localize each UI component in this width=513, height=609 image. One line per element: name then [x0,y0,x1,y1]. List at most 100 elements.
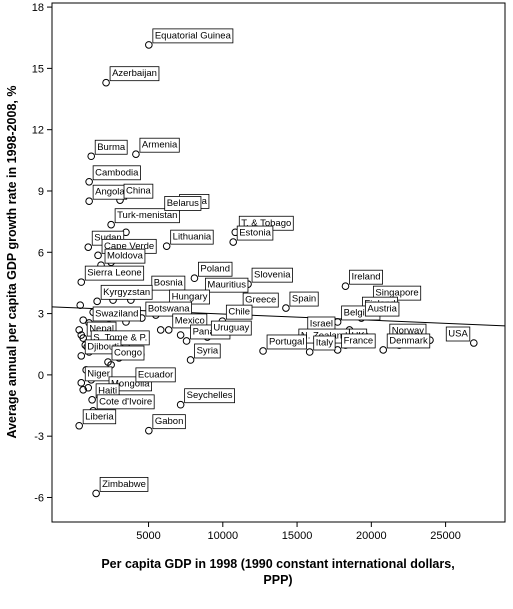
point [132,150,140,159]
label-box [151,275,186,291]
point-label-text: Ireland [351,272,380,283]
point-label: Moldova [104,248,146,264]
point-label-text: S. Tome & P. [93,332,147,343]
label-box [164,196,202,211]
point-label: China [123,183,154,199]
label-box [135,367,176,383]
point [259,347,267,355]
point-label: Gabon [152,414,186,430]
label-box [99,476,149,492]
point [87,152,96,161]
point-label: Kyrgyzstan [100,284,153,300]
point-label-text: Angola [95,187,125,198]
point-label-text: Uruguay [213,323,249,334]
point [102,78,110,87]
point-label-text: Cote d'Ivoire [99,396,152,407]
point-label-text: Mauritius [207,280,246,291]
point-label-text: Azerbaijan [112,68,157,79]
point-label: Lithuania [170,229,214,245]
y-tick-label: 15 [32,63,44,75]
point-label: Mauritius [205,277,249,293]
point-label: Cote d'Ivoire [96,394,155,410]
point-label-text: Spain [292,294,316,305]
point-label-text: Syria [197,345,219,356]
point-label-text: Austria [367,304,397,315]
point-label: Poland [198,261,233,277]
point [92,489,100,498]
label-box [84,265,145,281]
point-label-text: Chile [228,307,250,318]
point [84,243,93,251]
point [79,385,87,394]
point-label-text: Panama [193,326,229,337]
label-box [92,165,141,181]
point-label: Sierra Leone [84,265,145,281]
point-label: Belarus [164,196,202,211]
point [341,282,350,291]
point-label: Cambodia [92,165,141,181]
label-box [82,409,117,425]
point-label: Armenia [139,137,180,153]
point-label-text: Mongolia [111,378,150,389]
point-label-text: Italy [316,338,334,349]
point-label: USA [445,326,471,342]
label-box [341,333,376,349]
point [145,426,153,435]
point-label-text: Cambodia [95,167,139,178]
label-box [170,229,214,245]
point [182,337,191,345]
point [77,278,86,286]
point-label-text: France [344,335,374,346]
point-label-text: Sierra Leone [87,268,141,279]
point-label-text: Ecuador [138,369,173,380]
point [470,339,478,347]
point-label-text: Seychelles [187,390,233,401]
y-tick-label: 6 [38,247,44,259]
point-label-text: Israel [310,319,333,330]
point [77,352,86,360]
point-label-text: Niger [87,368,110,379]
point-label-text: Moldova [107,251,144,262]
point-label-text: Poland [200,264,230,275]
point [75,326,83,334]
point-label-text: Lithuania [173,232,212,243]
point-label-text: Singapore [375,288,418,299]
label-box [139,137,180,153]
label-box [123,183,154,199]
point [93,297,101,306]
label-box [114,208,180,224]
point-label-text: Zimbabwe [102,479,146,490]
label-box [184,388,235,404]
point-label: Zimbabwe [99,476,149,492]
label-box [225,304,253,320]
point-label-text: Norway [392,326,424,337]
point-label-text: China [126,186,152,197]
point-label: Botswana [145,301,192,317]
point-label: Spain [289,291,319,307]
point-label: Uruguay [210,320,252,336]
point [379,346,388,354]
point-label-text: Haiti [98,385,117,396]
point-label-text: Nepal [89,324,114,335]
point-label: Greece [242,292,279,308]
point [75,421,83,430]
point-label: Estonia [236,225,274,241]
point [88,396,96,404]
point-label-text: Liberia [85,411,114,422]
point [77,331,86,339]
point-label-text: Bosnia [154,278,184,289]
point-label: Burma [94,139,128,155]
point [162,242,171,250]
point [229,238,237,246]
point-label: Equatorial Guinea [152,28,234,44]
y-tick-label: -6 [34,492,44,504]
point-label: Chile [225,304,253,320]
label-box [100,284,153,300]
point [85,197,93,206]
x-tick-label: 15000 [282,530,313,542]
label-box [205,277,249,293]
point-label: Turk-menistan [114,208,180,224]
x-tick-label: 5000 [136,530,160,542]
point [305,348,314,356]
